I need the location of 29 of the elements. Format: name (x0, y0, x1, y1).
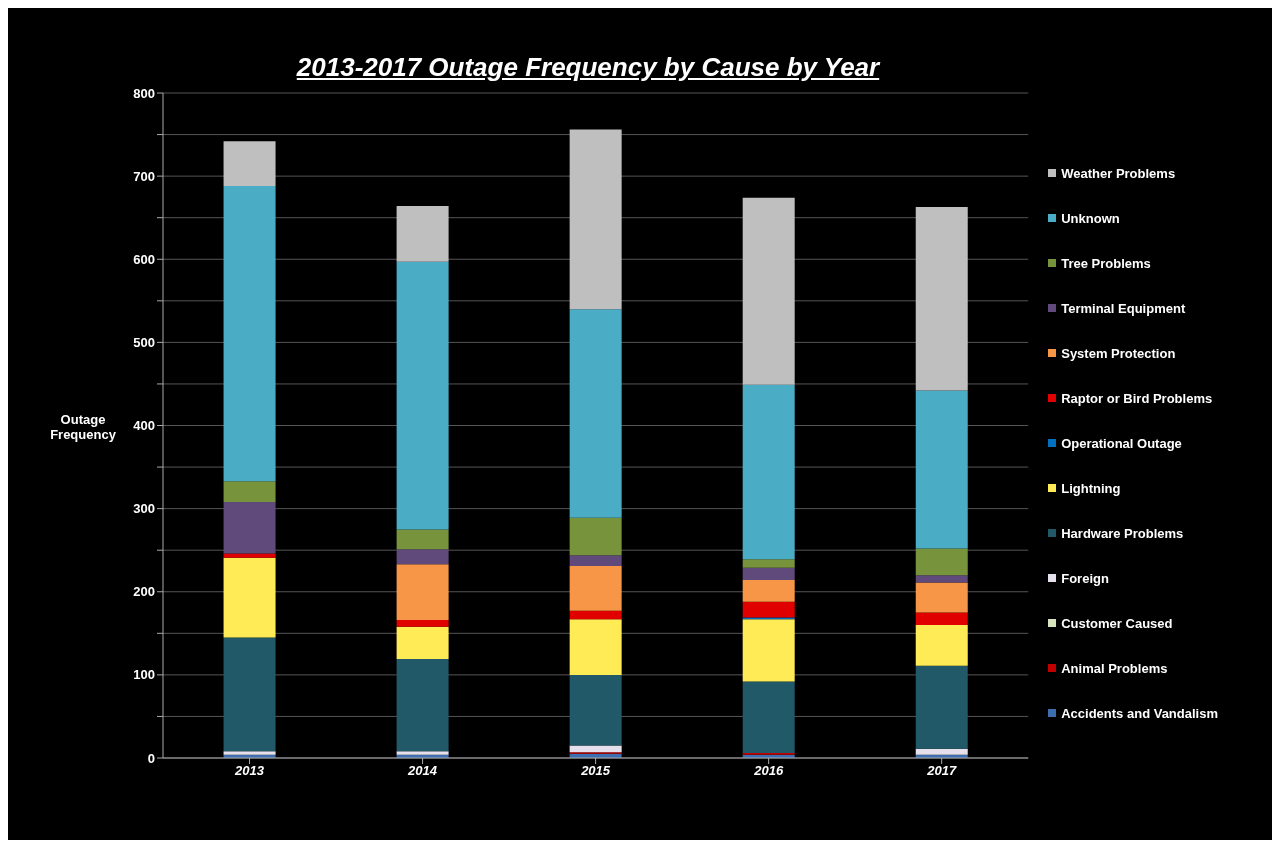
y-tick-label: 100 (133, 667, 155, 683)
legend-label: Lightning (1061, 480, 1121, 496)
chart-title: 2013-2017 Outage Frequency by Cause by Year (295, 52, 882, 83)
y-tick-label: 0 (147, 750, 155, 766)
x-tick-label: 2015 (580, 763, 611, 779)
y-tick-label: 400 (133, 418, 155, 434)
y-tick-label: 300 (133, 501, 155, 517)
legend-label: Weather Problems (1061, 165, 1176, 181)
x-tick-label: 2017 (926, 763, 957, 779)
legend-label: Tree Problems (1061, 255, 1151, 271)
y-tick-label: 600 (133, 251, 155, 267)
y-tick-label: 700 (133, 168, 155, 184)
y-tick-label: 200 (133, 584, 155, 600)
legend-label: Terminal Equipment (1061, 300, 1186, 316)
legend-label: Hardware Problems (1061, 525, 1184, 541)
x-tick-label: 2016 (753, 763, 784, 779)
y-tick-label: 500 (133, 334, 155, 350)
legend-label: Foreign (1061, 570, 1109, 586)
legend-label: Accidents and Vandalism (1061, 705, 1218, 721)
y-axis-title: Outage Frequency (49, 412, 117, 442)
legend-label: System Protection (1061, 345, 1176, 361)
legend-label: Customer Caused (1061, 615, 1173, 631)
legend-label: Animal Problems (1061, 660, 1168, 676)
x-tick-label: 2013 (234, 763, 265, 779)
x-tick-label: 2014 (407, 763, 438, 779)
y-tick-label: 800 (133, 85, 155, 101)
legend-label: Raptor or Bird Problems (1061, 390, 1213, 406)
legend-label: Operational Outage (1061, 435, 1182, 451)
legend-label: Unknown (1061, 210, 1120, 226)
